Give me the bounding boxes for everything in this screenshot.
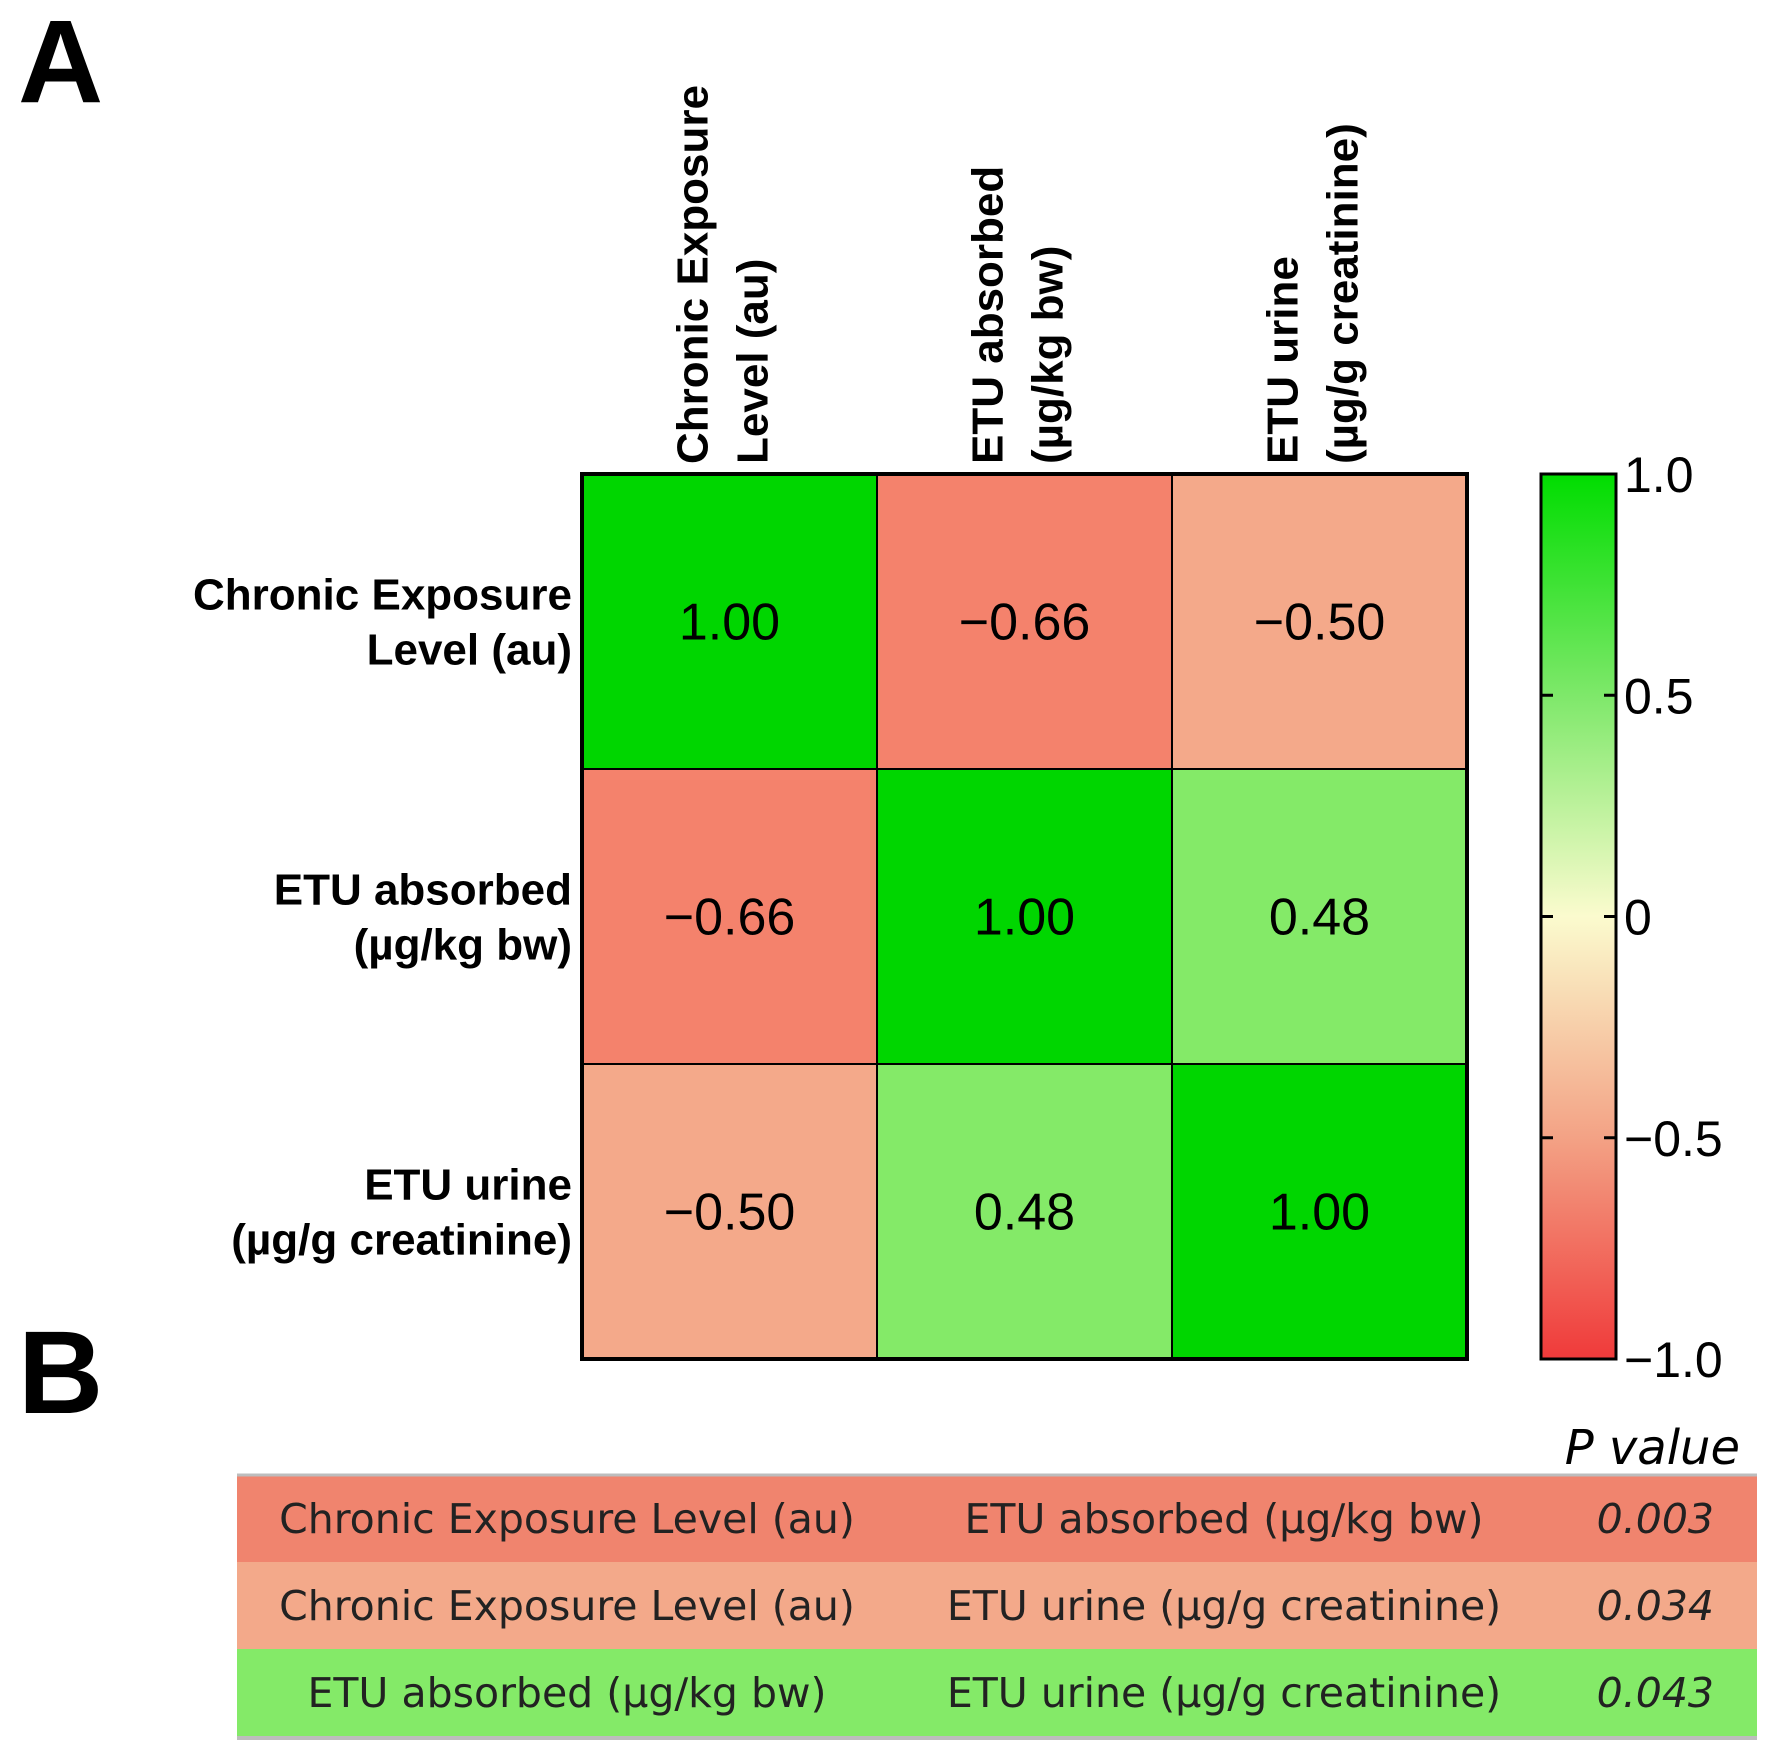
heatmap-cell — [876, 473, 1173, 770]
heatmap-cell — [581, 473, 878, 770]
heatmap-cell-label: −0.50 — [664, 1184, 796, 1242]
column-label: ETU absorbed — [964, 166, 1013, 464]
heatmap-cell-label: −0.50 — [1254, 594, 1386, 652]
panel-b-label: B — [18, 1307, 103, 1439]
row-label: ETU absorbed — [274, 866, 572, 915]
column-label: ETU urine — [1259, 256, 1308, 464]
heatmap-cell-label: 1.00 — [1269, 1184, 1370, 1242]
heatmap-cell — [581, 768, 878, 1065]
heatmap-cell-label: 0.48 — [1269, 889, 1370, 947]
pvalue-var2: ETU urine (µg/g creatinine) — [947, 1582, 1501, 1630]
heatmap-cell-label: 0.48 — [974, 1184, 1075, 1242]
heatmap: 1.00 −0.66 −0.50 −0.66 1.00 0.48 −0.50 0.48 1.00 — [580, 472, 1469, 1361]
colorbar-tick-label: 1.0 — [1624, 447, 1694, 503]
pvalue-value: 0.003 — [1597, 1495, 1714, 1543]
colorbar-tick-label: −0.5 — [1624, 1111, 1723, 1167]
heatmap-cell-label: −0.66 — [664, 889, 796, 947]
heatmap-border — [580, 472, 1469, 1361]
pvalue-table: Chronic Exposure Level (au) ETU absorbed … — [237, 1473, 1757, 1740]
pvalue-row — [237, 1649, 1757, 1736]
pvalue-value: 0.034 — [1597, 1582, 1714, 1630]
row-label: (µg/g creatinine) — [231, 1216, 572, 1265]
column-label: (µg/kg bw) — [1024, 246, 1073, 464]
heatmap-cell-label: 1.00 — [679, 594, 780, 652]
colorbar-tick-label: 0.5 — [1624, 668, 1694, 724]
pvalue-var1: Chronic Exposure Level (au) — [279, 1582, 855, 1630]
pvalue-value: 0.043 — [1597, 1669, 1714, 1717]
pvalue-row — [237, 1475, 1757, 1562]
pvalue-var1: Chronic Exposure Level (au) — [279, 1495, 855, 1543]
row-label: ETU urine — [364, 1161, 572, 1210]
colorbar-tick-label: 0 — [1624, 890, 1652, 946]
colorbar-gradient — [1539, 472, 1618, 1361]
pvalue-var1: ETU absorbed (µg/kg bw) — [307, 1669, 826, 1717]
heatmap-cell — [581, 1063, 878, 1360]
heatmap-cell — [1171, 768, 1468, 1065]
pvalue-var2: ETU urine (µg/g creatinine) — [947, 1669, 1501, 1717]
colorbar-tick-label: −1.0 — [1624, 1332, 1723, 1388]
pvalue-header: P value — [1565, 1420, 1740, 1476]
colorbar — [1539, 472, 1618, 1361]
heatmap-cell — [876, 1063, 1173, 1360]
colorbar-ticks: 1.0 0.5 0 −0.5 −1.0 — [1541, 447, 1723, 1388]
column-label: Chronic Exposure — [669, 85, 718, 464]
heatmap-cell-label: 1.00 — [974, 889, 1075, 947]
heatmap-cell — [876, 768, 1173, 1065]
row-label: Chronic Exposure — [193, 571, 572, 620]
heatmap-cell-label: −0.66 — [959, 594, 1091, 652]
column-labels: Chronic Exposure Level (au) ETU absorbed (µ… — [669, 85, 1368, 464]
row-label: Level (au) — [367, 626, 572, 675]
row-labels: Chronic Exposure Level (au) ETU absorbed (µ… — [193, 571, 572, 1265]
column-label: Level (au) — [729, 259, 778, 464]
panel-a-label: A — [18, 0, 103, 128]
pvalue-var2: ETU absorbed (µg/kg bw) — [964, 1495, 1483, 1543]
column-label: (µg/g creatinine) — [1319, 123, 1368, 464]
row-label: (µg/kg bw) — [354, 921, 572, 970]
pvalue-row — [237, 1562, 1757, 1649]
